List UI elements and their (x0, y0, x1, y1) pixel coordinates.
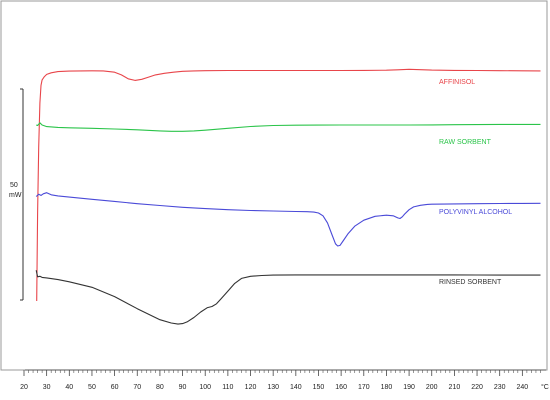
x-tick-label: 150 (313, 384, 325, 391)
x-tick-label: 50 (88, 384, 96, 391)
x-tick-label: 190 (403, 384, 415, 391)
x-axis-major-ticks (23, 370, 523, 376)
x-axis-minor-ticks (28, 370, 541, 373)
series-line-2 (36, 122, 541, 132)
x-tick-label: 90 (179, 384, 187, 391)
series-line-4 (35, 270, 541, 325)
x-tick-label: 230 (494, 384, 506, 391)
x-tick-label: 70 (133, 384, 141, 391)
series-label-1: AFFINISOL (439, 79, 475, 86)
series-label-2: RAW SORBENT (439, 139, 492, 146)
x-tick-label: 160 (335, 384, 347, 391)
x-tick-label: 200 (426, 384, 438, 391)
x-tick-label: 20 (20, 384, 28, 391)
x-axis-tick-labels: 20 30 40 50 60 70 80 90 100 110 120 130 140 150 160 170… (20, 384, 528, 391)
x-tick-label: 30 (43, 384, 51, 391)
x-tick-label: 130 (267, 384, 279, 391)
x-tick-label: 170 (358, 384, 370, 391)
scale-bar-unit: mW (9, 192, 22, 199)
series-label-4: RINSED SORBENT (439, 279, 502, 286)
x-axis-unit-label: °C (541, 383, 549, 391)
x-tick-label: 220 (471, 384, 483, 391)
series-line-3 (35, 192, 541, 247)
series-label-3: POLYVINYL ALCOHOL (439, 209, 512, 216)
x-tick-label: 140 (290, 384, 302, 391)
x-tick-label: 60 (111, 384, 119, 391)
plot-frame (0, 0, 548, 371)
x-tick-label: 120 (245, 384, 257, 391)
series-line-1 (36, 68, 541, 302)
series-lines (35, 68, 541, 325)
x-tick-label: 80 (156, 384, 164, 391)
x-tick-label: 110 (222, 384, 233, 391)
x-tick-label: 40 (65, 384, 73, 391)
x-tick-label: 180 (381, 384, 393, 391)
x-tick-label: 100 (199, 384, 211, 391)
scale-bar-value: 50 (10, 182, 18, 189)
series-labels: AFFINISOL RAW SORBENT POLYVINYL ALCOHOL RIN… (439, 79, 512, 286)
x-tick-label: 210 (449, 384, 461, 391)
x-tick-label: 240 (517, 384, 529, 391)
scale-bar: 50 mW (9, 88, 24, 301)
